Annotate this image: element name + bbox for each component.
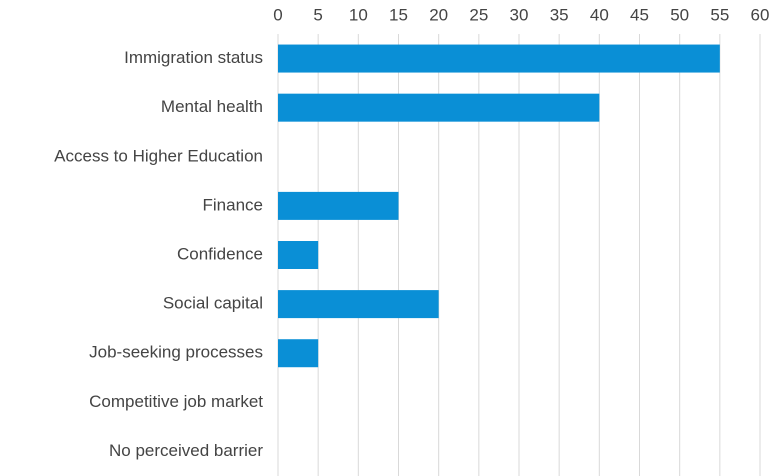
bar	[278, 241, 319, 269]
x-tick-label: 35	[550, 5, 569, 24]
x-tick-label: 50	[670, 5, 689, 24]
y-tick-label: No perceived barrier	[109, 441, 263, 460]
x-tick-label: 25	[469, 5, 488, 24]
x-tick-label: 45	[630, 5, 649, 24]
y-tick-label: Competitive job market	[89, 392, 263, 411]
y-tick-label: Job-seeking processes	[89, 343, 263, 362]
x-tick-label: 55	[710, 5, 729, 24]
bar	[278, 44, 720, 73]
bar	[278, 290, 439, 319]
y-tick-label: Immigration status	[124, 48, 263, 67]
x-tick-label: 40	[590, 5, 609, 24]
y-tick-label: Access to Higher Education	[54, 146, 263, 165]
bar	[278, 93, 600, 122]
x-tick-label: 10	[349, 5, 368, 24]
y-tick-label: Social capital	[163, 294, 263, 313]
x-tick-label: 20	[429, 5, 448, 24]
y-tick-label: Mental health	[161, 97, 263, 116]
bar	[278, 191, 399, 220]
x-tick-label: 30	[510, 5, 529, 24]
x-tick-label: 60	[751, 5, 770, 24]
y-tick-label: Finance	[203, 195, 263, 214]
x-tick-label: 0	[273, 5, 282, 24]
y-tick-label: Confidence	[177, 244, 263, 263]
x-tick-label: 5	[313, 5, 322, 24]
bar	[278, 339, 319, 368]
x-tick-label: 15	[389, 5, 408, 24]
